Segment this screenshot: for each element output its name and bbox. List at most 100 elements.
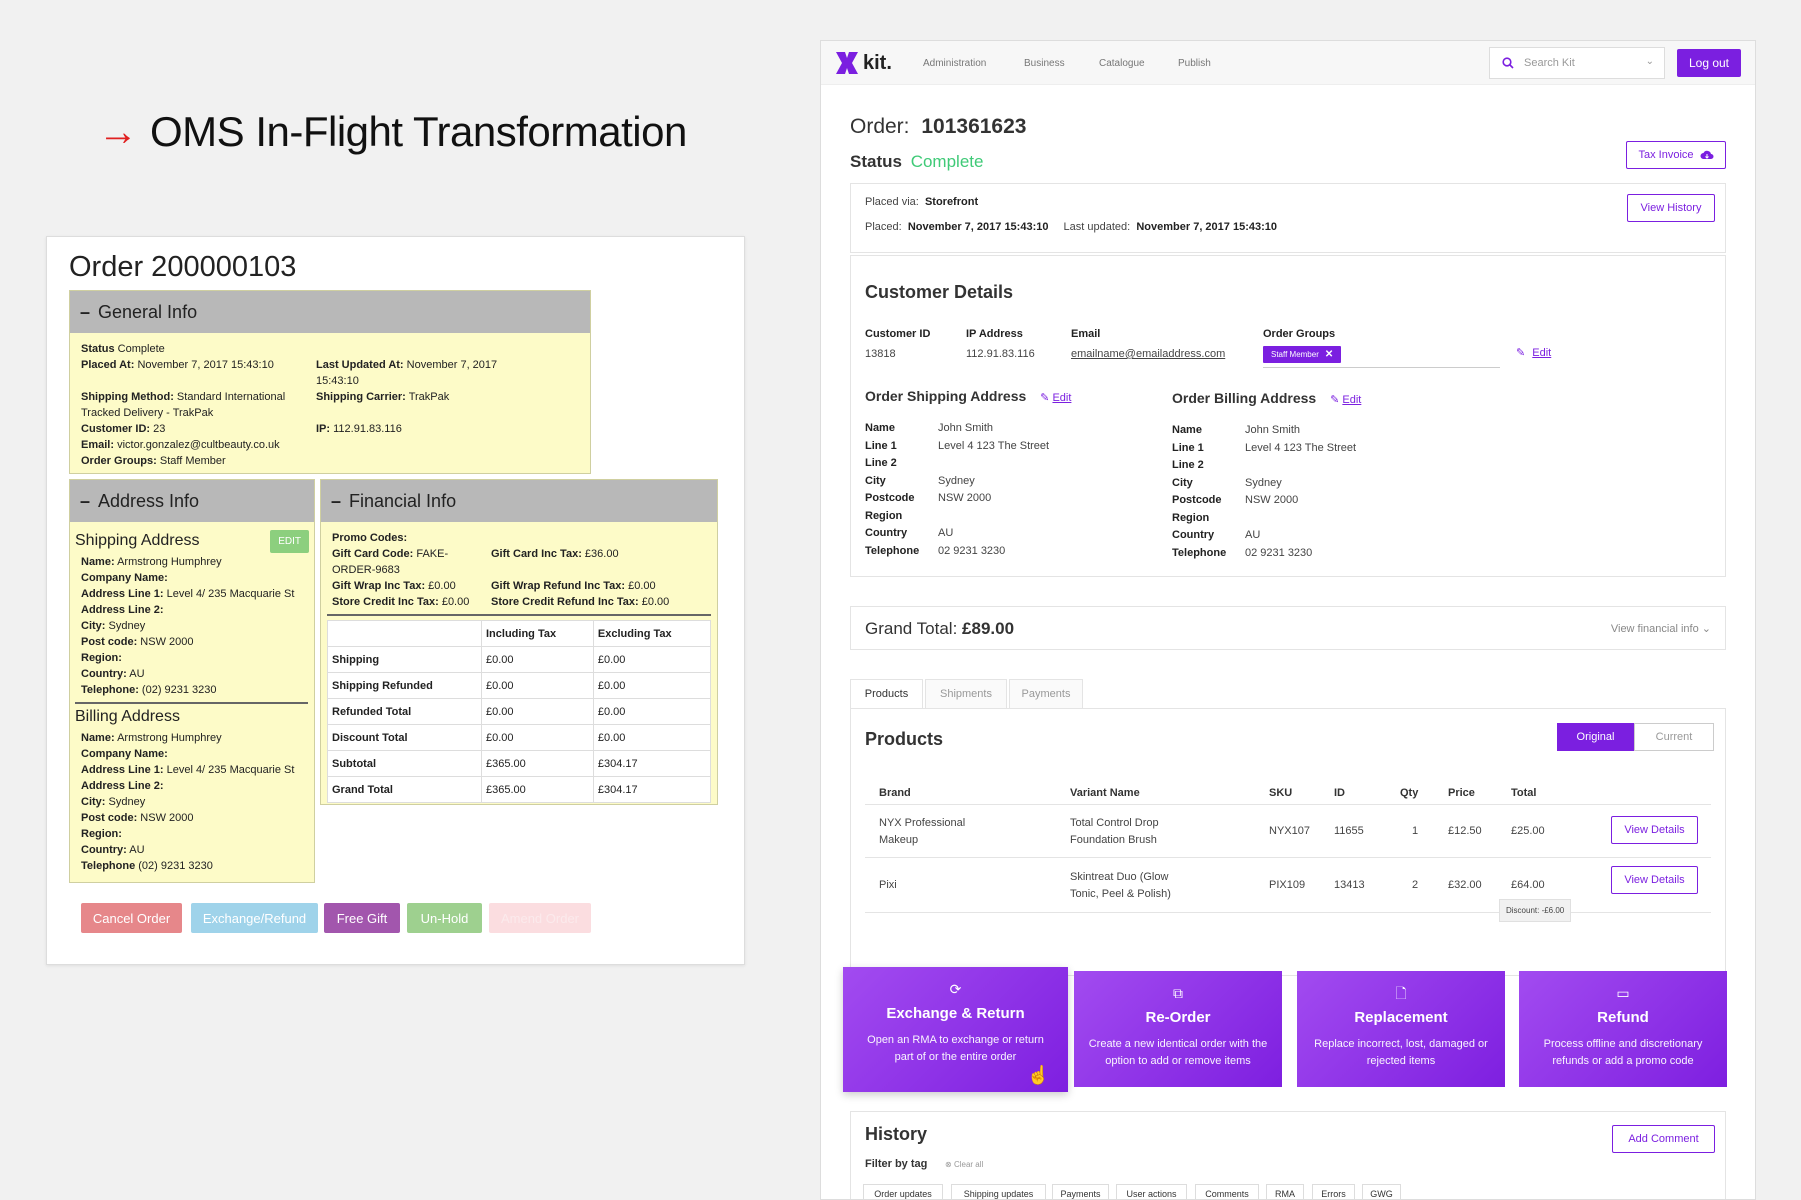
tag-order-updates[interactable]: Order updates: [863, 1184, 943, 1199]
financial-info-right: Gift Card Inc Tax: £36.00 Gift Wrap Refu…: [491, 548, 670, 608]
customer-id-value: 13818: [865, 348, 896, 360]
pencil-icon: ✎: [1516, 347, 1526, 359]
action-title: Replacement: [1354, 1009, 1448, 1026]
view-details-button[interactable]: View Details: [1611, 816, 1698, 844]
general-info-right: Last Updated At: November 7, 2017 15:43:…: [316, 359, 498, 435]
hand-pointer-icon: ☝: [1027, 1065, 1050, 1085]
order-label: Order:: [850, 115, 910, 138]
credit-card-icon: ▭: [1616, 985, 1630, 1001]
group-tag-label: Staff Member: [1271, 350, 1319, 359]
financial-table: Including Tax Excluding Tax Shipping £0.0…: [327, 620, 712, 803]
action-title: Exchange & Return: [886, 1005, 1025, 1022]
free-gift-button[interactable]: Free Gift: [324, 903, 400, 933]
cancel-order-button[interactable]: Cancel Order: [81, 903, 182, 933]
search-input[interactable]: Search Kit ⌄: [1489, 47, 1665, 79]
products-card: Products Original Current Brand Variant …: [850, 708, 1726, 976]
order-heading: Order: 101361623: [850, 115, 1026, 139]
general-info-panel: – General Info Status Complete Placed At…: [69, 290, 591, 474]
table-row: Grand Total £365.00 £304.17: [327, 776, 712, 803]
grand-total: Grand Total: £89.00: [865, 619, 1015, 638]
un-hold-button[interactable]: Un-Hold: [407, 903, 482, 933]
pencil-icon: ✎: [1040, 392, 1050, 404]
tab-shipments[interactable]: Shipments: [925, 679, 1007, 709]
replacement-action[interactable]: 🗋 Replacement Replace incorrect, lost, d…: [1297, 971, 1505, 1087]
table-row: Pixi Skintreat Duo (Glow Tonic, Peel & Po…: [865, 859, 1711, 922]
action-description: Replace incorrect, lost, damaged or reje…: [1314, 1038, 1488, 1067]
customer-details-card: Customer Details Customer ID 13818 IP Ad…: [850, 255, 1726, 577]
grand-total-card: Grand Total: £89.00 View financial info …: [850, 606, 1726, 650]
table-header-row: Including Tax Excluding Tax: [327, 620, 712, 647]
discount-tooltip: Discount: -£6.00: [1499, 899, 1572, 922]
tag-gwg[interactable]: GWG: [1362, 1184, 1401, 1199]
tag-errors[interactable]: Errors: [1312, 1184, 1355, 1199]
collapse-icon[interactable]: –: [331, 490, 342, 511]
general-info-header[interactable]: – General Info: [70, 291, 590, 333]
view-financial-info-toggle[interactable]: View financial info ⌄: [1610, 623, 1711, 635]
billing-address-title: Billing Address: [75, 708, 180, 725]
email-link[interactable]: emailname@emailaddress.com: [1071, 348, 1226, 360]
order-groups-label: Order Groups: [1263, 328, 1336, 340]
table-row: Discount Total £0.00 £0.00: [327, 724, 712, 751]
tax-invoice-button[interactable]: Tax Invoice: [1626, 141, 1726, 169]
close-circle-icon: ⊗: [945, 1160, 952, 1169]
nav-publish[interactable]: Publish: [1178, 58, 1211, 69]
general-info-left: Status Complete Placed At: November 7, 2…: [81, 343, 286, 467]
logout-button[interactable]: Log out: [1677, 49, 1741, 77]
ip-label: IP Address: [966, 328, 1023, 340]
shipping-address-title: Shipping Address: [75, 532, 200, 549]
customer-id-label: Customer ID: [865, 328, 931, 340]
col-excluding-tax: Excluding Tax: [592, 620, 712, 647]
toggle-current[interactable]: Current: [1634, 723, 1714, 751]
clear-all-button[interactable]: ⊗ Clear all: [945, 1160, 984, 1169]
financial-info-header[interactable]: – Financial Info: [321, 480, 717, 522]
table-row: NYX Professional Makeup Total Control Dro…: [865, 806, 1711, 858]
action-title: Re-Order: [1145, 1009, 1211, 1026]
add-comment-button[interactable]: Add Comment: [1612, 1125, 1715, 1153]
nav-administration[interactable]: Administration: [923, 58, 987, 69]
order-groups-field[interactable]: Staff Member ✕: [1263, 344, 1500, 368]
edit-billing-button[interactable]: ✎ Edit: [1330, 394, 1362, 406]
action-title: Refund: [1597, 1009, 1649, 1026]
re-order-action[interactable]: ⧉ Re-Order Create a new identical order …: [1074, 971, 1282, 1087]
close-icon[interactable]: ✕: [1324, 349, 1334, 360]
exchange-return-action[interactable]: ⟳ Exchange & Return Open an RMA to excha…: [843, 967, 1068, 1092]
edit-address-button[interactable]: EDIT: [270, 530, 309, 553]
view-details-button[interactable]: View Details: [1611, 866, 1698, 894]
tab-products[interactable]: Products: [850, 679, 923, 709]
chevron-down-icon[interactable]: ⌄: [1645, 56, 1654, 67]
action-description: Process offline and discretionary refund…: [1543, 1038, 1703, 1067]
nav-catalogue[interactable]: Catalogue: [1099, 58, 1145, 69]
kit-logo[interactable]: kit.: [834, 50, 892, 76]
collapse-icon[interactable]: –: [80, 301, 91, 322]
tab-payments[interactable]: Payments: [1009, 679, 1083, 709]
shipping-address-labels: Name Line 1 Line 2 City Postcode Region …: [865, 422, 920, 557]
tag-shipping-updates[interactable]: Shipping updates: [951, 1184, 1046, 1199]
tag-comments[interactable]: Comments: [1195, 1184, 1259, 1199]
kit-logo-icon: [836, 52, 858, 74]
search-placeholder: Search Kit: [1524, 57, 1575, 69]
financial-info-title: Financial Info: [349, 490, 457, 511]
group-tag: Staff Member ✕: [1263, 346, 1342, 363]
original-current-toggle: Original Current: [1557, 723, 1714, 751]
chevron-down-icon: ⌄: [1701, 623, 1711, 635]
collapse-icon[interactable]: –: [80, 490, 91, 511]
general-info-title: General Info: [98, 301, 198, 322]
nav-business[interactable]: Business: [1024, 58, 1065, 69]
cloud-download-icon: [1700, 150, 1714, 159]
action-description: Create a new identical order with the op…: [1088, 1038, 1268, 1067]
amend-order-button[interactable]: Amend Order: [489, 903, 591, 933]
toggle-original[interactable]: Original: [1557, 723, 1634, 751]
refund-action[interactable]: ▭ Refund Process offline and discretiona…: [1519, 971, 1727, 1087]
shipping-address-title: Order Shipping Address ✎ Edit: [865, 388, 1072, 404]
view-history-button[interactable]: View History: [1627, 194, 1715, 222]
edit-groups-button[interactable]: ✎ Edit: [1516, 347, 1552, 359]
billing-address-values: John Smith Level 4 123 The Street Sydney…: [1245, 424, 1357, 559]
tag-user-actions[interactable]: User actions: [1116, 1184, 1187, 1199]
address-info-panel: – Address Info EDIT Shipping Address Nam…: [69, 479, 315, 883]
edit-shipping-button[interactable]: ✎ Edit: [1040, 392, 1072, 404]
refresh-icon: ⟳: [949, 981, 962, 997]
tag-rma[interactable]: RMA: [1266, 1184, 1304, 1199]
address-info-header[interactable]: – Address Info: [70, 480, 314, 522]
tag-payments[interactable]: Payments: [1052, 1184, 1109, 1199]
exchange-refund-button[interactable]: Exchange/Refund: [191, 903, 318, 933]
